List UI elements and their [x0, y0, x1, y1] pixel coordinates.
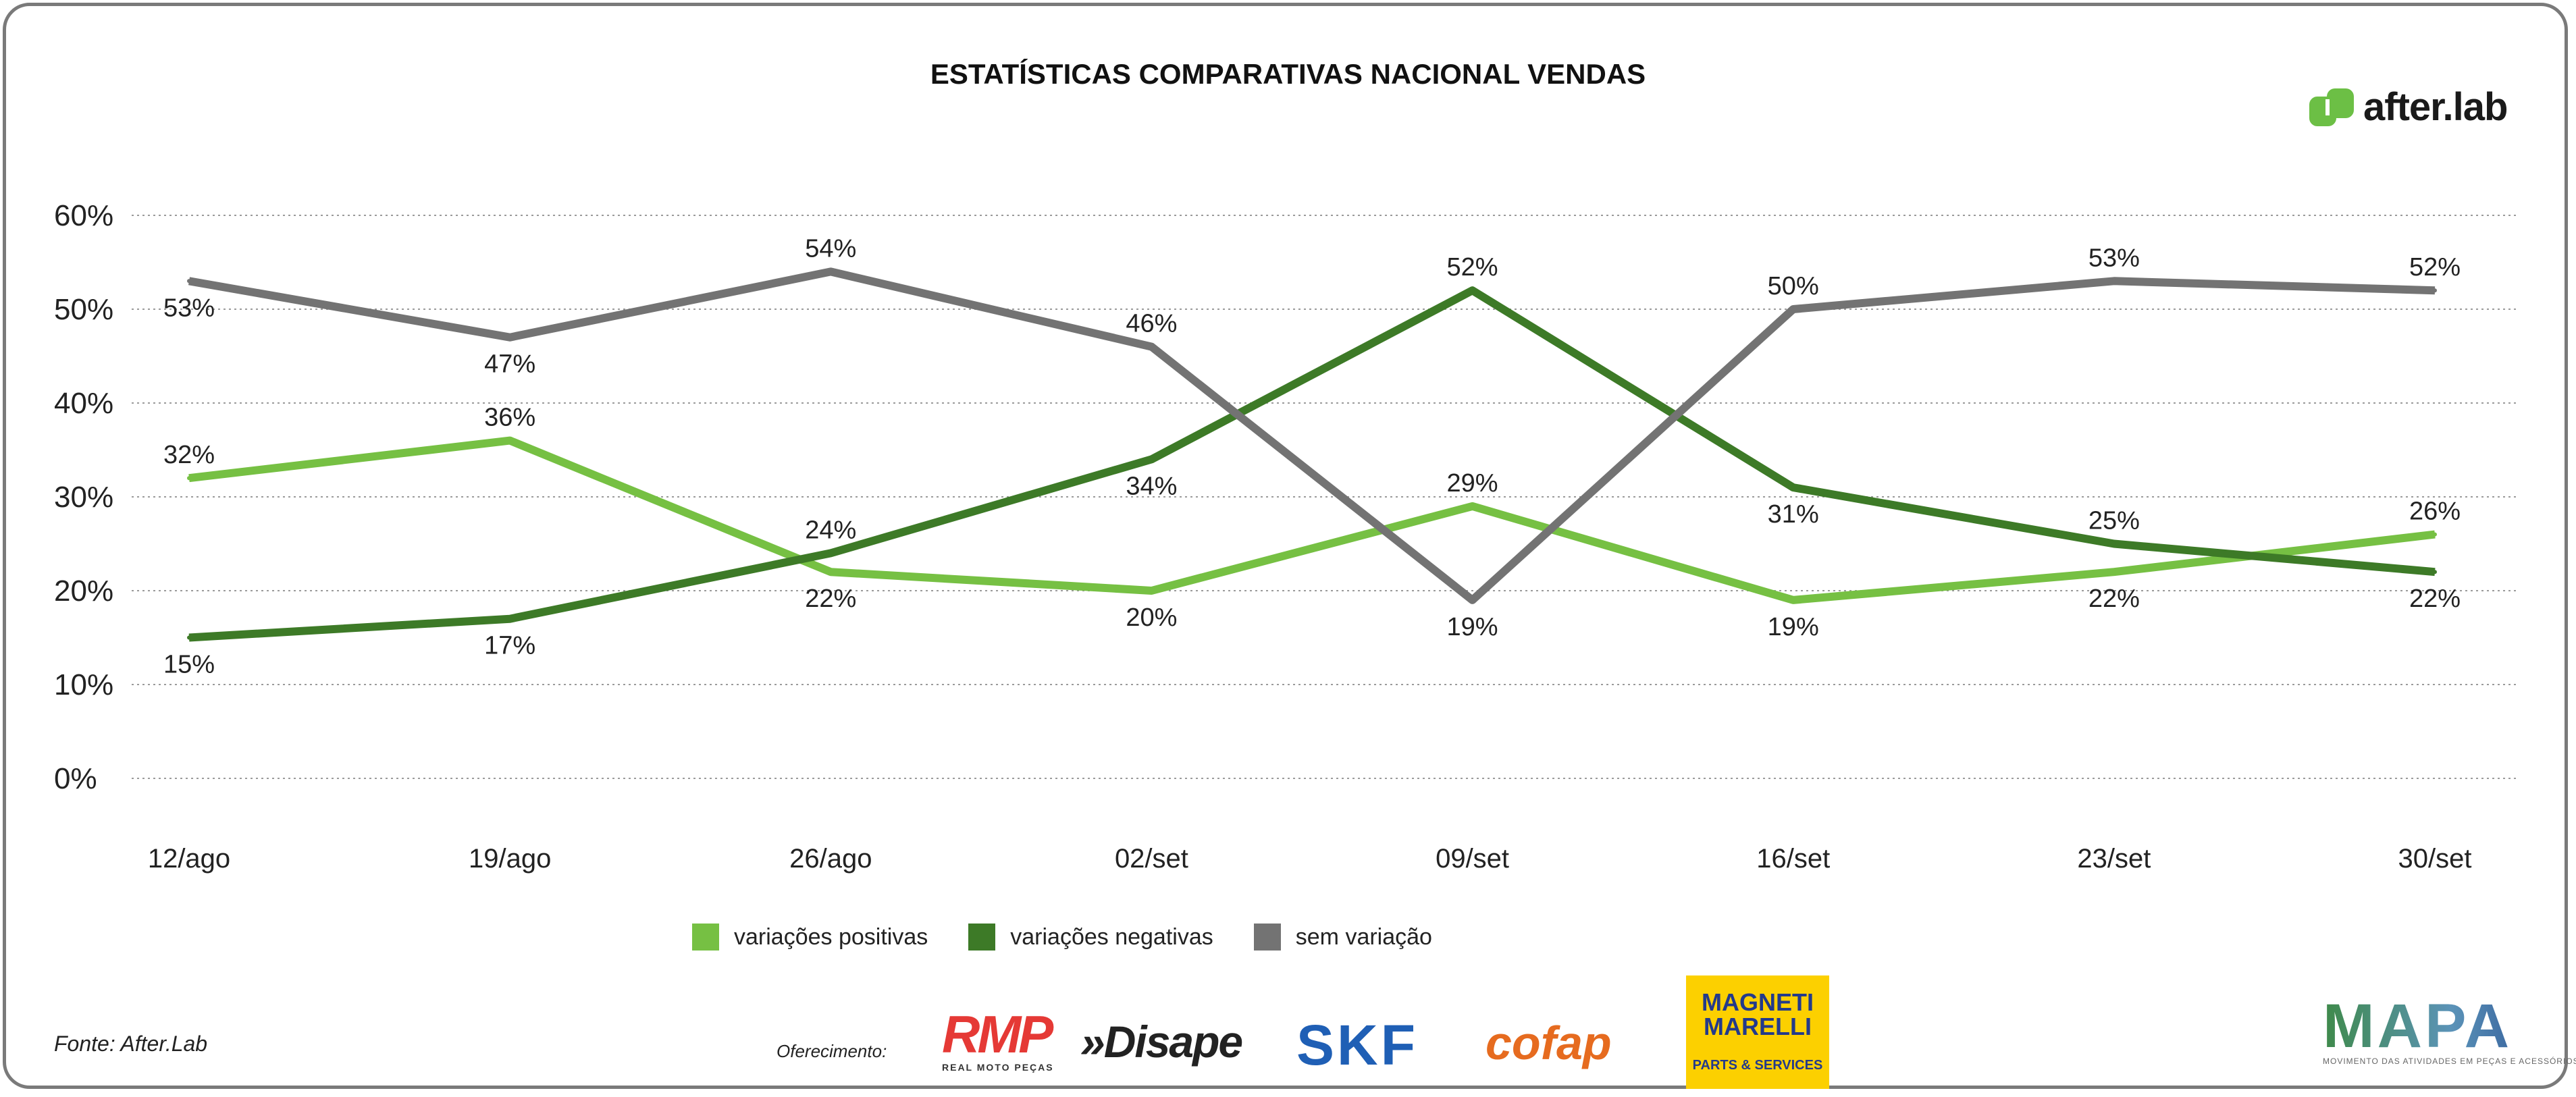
legend-swatch-positive	[692, 924, 719, 951]
rmp-logo-subtext: REAL MOTO PEÇAS	[942, 1062, 1054, 1073]
data-label: 19%	[1447, 613, 1498, 641]
y-tick-label: 0%	[54, 762, 97, 795]
magneti-marelli-logo: MAGNETI MARELLI PARTS & SERVICES	[1686, 975, 1829, 1089]
data-point	[2111, 279, 2116, 284]
series-line-1	[188, 286, 2436, 642]
data-label: 53%	[2088, 244, 2140, 272]
sponsor-label: Oferecimento:	[777, 1041, 887, 1061]
data-point	[508, 438, 512, 443]
y-tick-label: 60%	[54, 199, 113, 232]
mapa-logo: MAPA MOVIMENTO DAS ATIVIDADES EM PEÇAS E…	[2323, 995, 2576, 1066]
x-tick-label: 26/ago	[789, 844, 872, 874]
data-point	[829, 570, 833, 574]
data-point	[187, 476, 191, 481]
y-tick-label: 50%	[54, 293, 113, 326]
data-label: 52%	[2409, 253, 2461, 282]
data-label: 47%	[484, 350, 535, 379]
legend-label: variações negativas	[1010, 924, 1213, 950]
disape-logo: »Disape	[1080, 1017, 1243, 1067]
data-label: 36%	[484, 404, 535, 432]
legend-label: sem variação	[1295, 924, 1432, 950]
data-label: 24%	[805, 516, 856, 544]
data-label: 54%	[805, 234, 856, 263]
data-label: 25%	[2088, 507, 2140, 535]
afterlab-logo-text: after.lab	[2363, 85, 2508, 129]
data-label: 50%	[1768, 272, 1819, 300]
data-label: 29%	[1447, 469, 1498, 498]
data-point	[1149, 457, 1154, 462]
data-point	[508, 616, 512, 621]
skf-logo: SKF	[1296, 1013, 1418, 1077]
data-label: 22%	[2088, 585, 2140, 613]
x-tick-label: 09/set	[1436, 844, 1509, 874]
data-label: 19%	[1768, 613, 1819, 641]
data-point	[1470, 597, 1475, 602]
series-line-2	[188, 267, 2436, 604]
data-label: 15%	[163, 651, 215, 679]
data-point	[1149, 589, 1154, 593]
data-point	[1791, 307, 1795, 311]
afterlab-logo: after.lab	[2309, 84, 2508, 130]
rmp-logo: RMP REAL MOTO PEÇAS	[942, 1007, 1054, 1073]
data-point	[2433, 532, 2437, 537]
legend-item-neutral: sem variação	[1253, 924, 1432, 951]
legend-swatch-neutral	[1253, 924, 1281, 951]
mapa-tagline: MOVIMENTO DAS ATIVIDADES EM PEÇAS E ACES…	[2323, 1056, 2576, 1066]
x-tick-label: 19/ago	[469, 844, 551, 874]
legend: variações positivas variações negativas …	[692, 924, 1432, 951]
x-tick-label: 02/set	[1115, 844, 1188, 874]
mm-line1: MAGNETI	[1702, 988, 1814, 1016]
mm-subtext: PARTS & SERVICES	[1692, 1058, 1823, 1073]
legend-label: variações positivas	[734, 924, 928, 950]
data-point	[2433, 288, 2437, 293]
y-tick-label: 30%	[54, 481, 113, 514]
data-point	[187, 279, 191, 284]
data-label: 22%	[2409, 585, 2461, 613]
data-point	[1791, 485, 1795, 490]
cofap-logo: cofap	[1486, 1017, 1612, 1069]
y-tick-label: 20%	[54, 574, 113, 608]
data-point	[829, 269, 833, 274]
x-tick-label: 16/set	[1756, 844, 1830, 874]
chart-frame	[3, 3, 2568, 1089]
data-label: 20%	[1126, 604, 1177, 632]
data-label: 26%	[2409, 498, 2461, 526]
legend-item-negative: variações negativas	[968, 924, 1213, 951]
data-point	[2433, 570, 2437, 574]
legend-swatch-negative	[968, 924, 996, 951]
x-tick-label: 12/ago	[148, 844, 230, 874]
data-label: 46%	[1126, 310, 1177, 338]
data-label: 52%	[1447, 253, 1498, 282]
y-tick-label: 40%	[54, 387, 113, 420]
x-tick-label: 23/set	[2077, 844, 2151, 874]
data-point	[187, 635, 191, 640]
data-point	[829, 551, 833, 556]
data-label: 31%	[1768, 500, 1819, 529]
data-point	[1791, 597, 1795, 602]
data-point	[1470, 288, 1475, 293]
data-label: 53%	[163, 294, 215, 322]
chart-title: ESTATÍSTICAS COMPARATIVAS NACIONAL VENDA…	[930, 58, 1646, 90]
source-note: Fonte: After.Lab	[54, 1032, 208, 1056]
mm-line2: MARELLI	[1704, 1013, 1812, 1040]
x-tick-label: 30/set	[2398, 844, 2472, 874]
data-point	[2111, 541, 2116, 546]
series-line-0	[188, 436, 2436, 604]
mapa-logo-text: MAPA	[2323, 995, 2576, 1057]
y-tick-label: 10%	[54, 668, 113, 701]
data-point	[1149, 344, 1154, 349]
afterlab-logo-icon	[2309, 88, 2354, 126]
data-label: 22%	[805, 585, 856, 613]
rmp-logo-text: RMP	[942, 1005, 1053, 1064]
legend-item-positive: variações positivas	[692, 924, 928, 951]
data-point	[1470, 504, 1475, 508]
data-point	[508, 335, 512, 340]
data-label: 32%	[163, 441, 215, 469]
data-label: 34%	[1126, 472, 1177, 500]
data-label: 17%	[484, 632, 535, 660]
data-point	[2111, 570, 2116, 574]
